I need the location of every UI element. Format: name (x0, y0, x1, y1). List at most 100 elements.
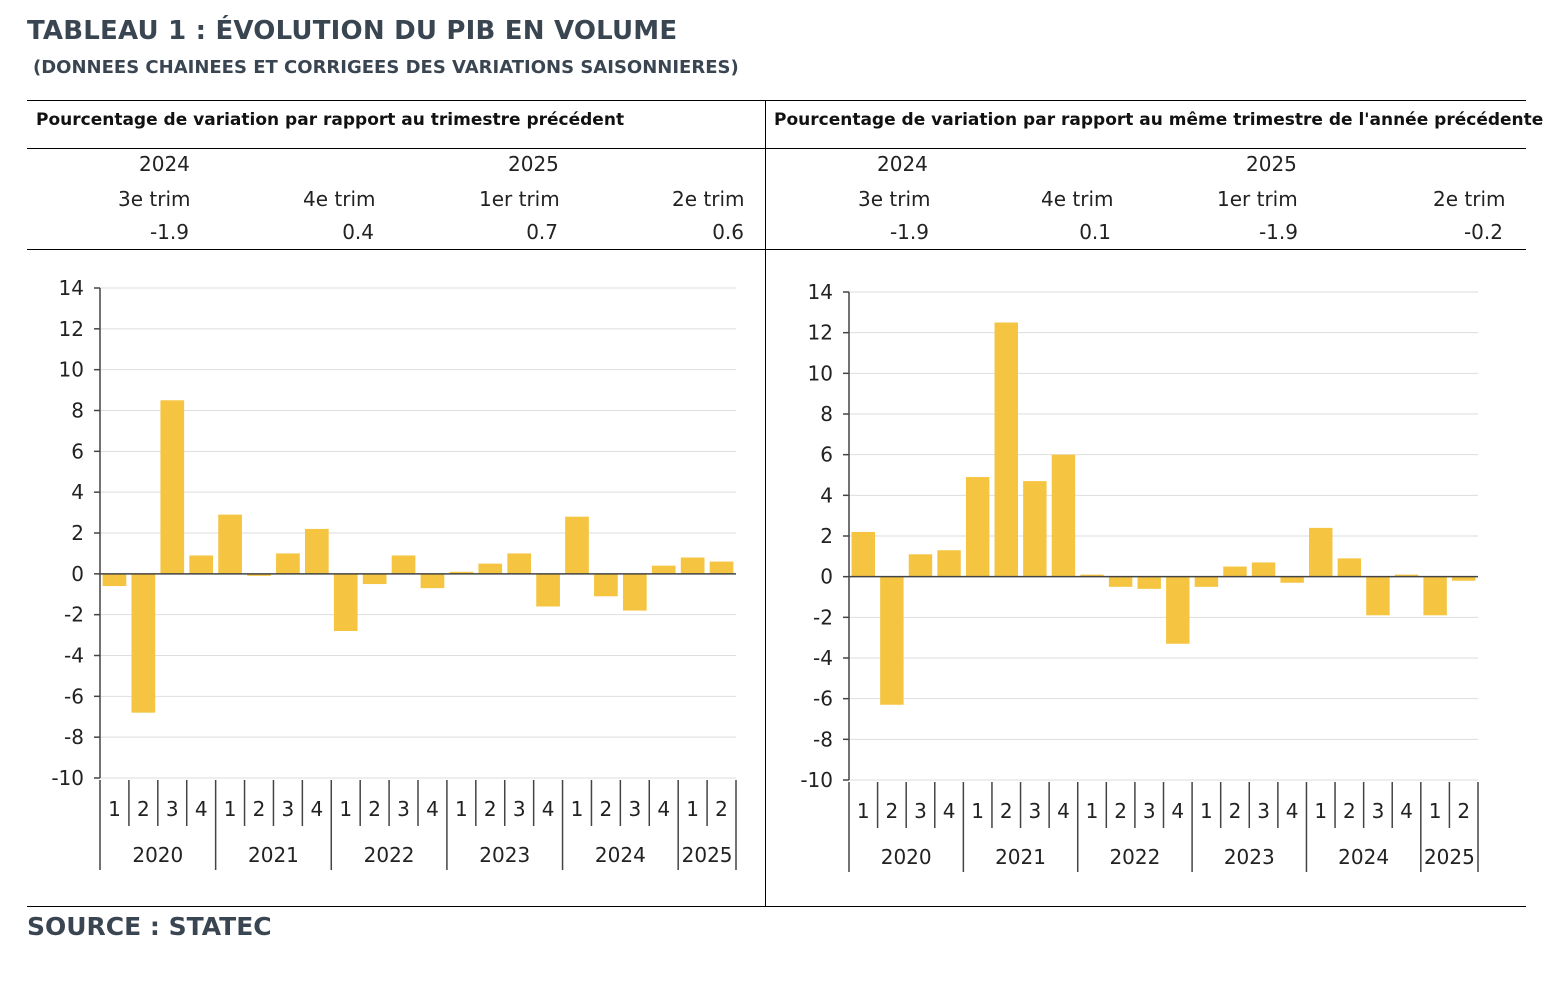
bar (1394, 574, 1419, 577)
bar (102, 573, 127, 587)
bar (651, 565, 676, 574)
table-bottom-border (27, 906, 1526, 907)
quarter-label: 1 (686, 797, 699, 821)
bar (391, 555, 416, 574)
quarter-label: 1 (971, 799, 984, 823)
y-tick-label: -2 (813, 605, 833, 629)
y-tick-label: 14 (808, 280, 833, 304)
right-panel-header: Pourcentage de variation par rapport au … (774, 110, 1544, 130)
y-tick-label: 0 (820, 565, 833, 589)
bar (247, 573, 271, 576)
bar (709, 561, 734, 574)
page-subtitle: (DONNEES CHAINEES ET CORRIGEES DES VARIA… (33, 57, 739, 78)
year-label: 2024 (595, 843, 646, 867)
quarter-label: 1 (224, 797, 237, 821)
right-quarter-value: -0.2 (1463, 220, 1503, 244)
quarter-label: 3 (513, 797, 526, 821)
quarter-label: 1 (571, 797, 584, 821)
right-year-2025: 2025 (1246, 152, 1297, 176)
bar (362, 573, 387, 585)
bar (908, 554, 933, 577)
y-tick-label: 12 (59, 317, 84, 341)
y-tick-label: -6 (64, 684, 84, 708)
y-tick-label: -10 (800, 768, 833, 792)
bar (565, 516, 589, 574)
year-label: 2020 (132, 843, 183, 867)
y-tick-label: -4 (64, 644, 84, 668)
y-tick-label: 6 (820, 443, 833, 467)
y-tick-label: 12 (808, 321, 833, 345)
bar (276, 553, 300, 574)
quarter-label: 1 (339, 797, 352, 821)
quarter-label: 3 (1028, 799, 1041, 823)
quarter-label: 2 (1114, 799, 1127, 823)
year-label: 2022 (364, 843, 415, 867)
y-tick-label: -6 (813, 687, 833, 711)
quarter-label: 4 (657, 797, 670, 821)
bar (1023, 481, 1047, 577)
bar (507, 553, 532, 574)
right-quarter-value: -1.9 (889, 220, 929, 244)
year-label: 2021 (995, 845, 1046, 869)
quarter-label: 3 (1372, 799, 1385, 823)
quarter-label: 2 (137, 797, 150, 821)
left-quarter-label: 3e trim (118, 187, 191, 211)
bar (994, 322, 1018, 577)
year-label: 2023 (1224, 845, 1275, 869)
table-divider (27, 249, 1526, 250)
y-tick-label: 10 (808, 361, 833, 385)
left-year-2024: 2024 (139, 152, 190, 176)
bar (420, 573, 445, 589)
bar (680, 557, 705, 574)
year-label: 2023 (479, 843, 530, 867)
panel-separator (765, 100, 766, 906)
quarter-label: 3 (166, 797, 179, 821)
quarter-label: 1 (1086, 799, 1099, 823)
quarter-label: 4 (1286, 799, 1299, 823)
y-tick-label: -4 (813, 646, 833, 670)
y-tick-label: 8 (820, 402, 833, 426)
left-quarter-value: 0.4 (342, 220, 374, 244)
right-quarter-label: 4e trim (1041, 187, 1114, 211)
bar (1309, 527, 1333, 577)
bar (536, 573, 560, 607)
quarter-label: 2 (715, 797, 728, 821)
left-panel-header: Pourcentage de variation par rapport au … (36, 110, 625, 130)
bar (160, 400, 185, 574)
bar (131, 573, 156, 713)
quarter-label: 3 (914, 799, 927, 823)
y-tick-label: 2 (820, 524, 833, 548)
quarter-label: 1 (1200, 799, 1213, 823)
quarter-label: 2 (1229, 799, 1242, 823)
bar (1166, 576, 1190, 644)
right-quarter-label: 2e trim (1433, 187, 1506, 211)
y-tick-label: 14 (59, 276, 84, 300)
year-label: 2020 (881, 845, 932, 869)
quarter-label: 3 (1257, 799, 1270, 823)
quarter-label: 1 (108, 797, 121, 821)
quarter-label: 2 (1457, 799, 1470, 823)
y-tick-label: 2 (71, 521, 84, 545)
left-quarter-value: -1.9 (149, 220, 189, 244)
bar (1051, 454, 1076, 577)
left-quarter-label: 4e trim (303, 187, 376, 211)
quarter-label: 2 (484, 797, 497, 821)
table-top-border (27, 100, 1526, 101)
bar (851, 531, 876, 577)
page-title: TABLEAU 1 : ÉVOLUTION DU PIB EN VOLUME (27, 16, 678, 46)
quarter-label: 3 (397, 797, 410, 821)
bar (1337, 558, 1362, 577)
year-label: 2024 (1338, 845, 1389, 869)
year-label: 2021 (248, 843, 299, 867)
right-year-2024: 2024 (877, 152, 928, 176)
bar (1366, 576, 1390, 616)
bar (189, 555, 214, 574)
quarter-label: 2 (1343, 799, 1356, 823)
left-year-2025: 2025 (508, 152, 559, 176)
quarter-label: 4 (542, 797, 555, 821)
y-tick-label: 4 (71, 480, 84, 504)
quarter-label: 3 (1143, 799, 1156, 823)
y-tick-label: -8 (64, 725, 84, 749)
